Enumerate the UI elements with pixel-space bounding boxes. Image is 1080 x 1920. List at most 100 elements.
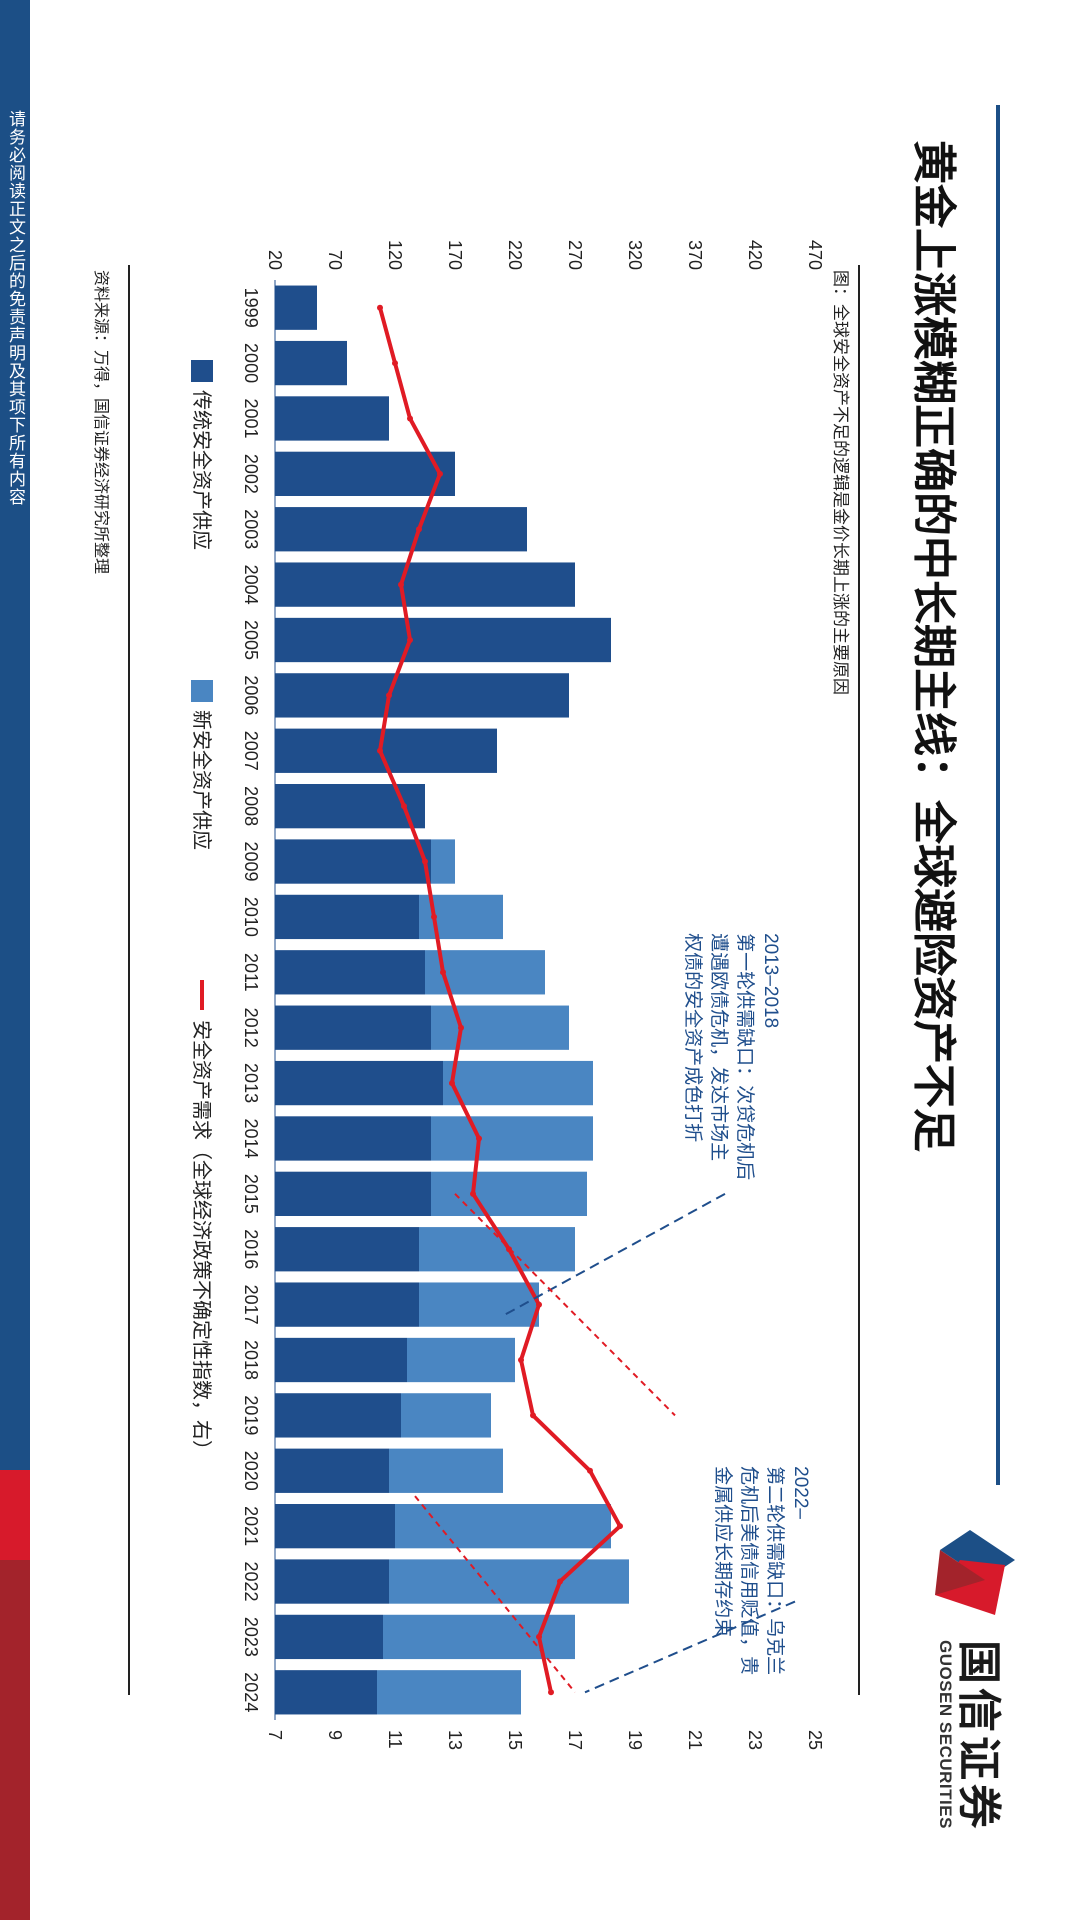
right-axis-tick-label: 13: [445, 1730, 465, 1750]
right-axis-tick-label: 11: [385, 1730, 405, 1749]
company-logo: 国信证券 GUOSEN SECURITIES: [905, 1520, 1025, 1880]
bar-traditional-supply: [275, 562, 575, 607]
demand-point: [407, 415, 413, 422]
bar-traditional-supply: [275, 1060, 443, 1106]
demand-point: [398, 581, 404, 588]
left-axis-tick-label: 420: [745, 240, 765, 270]
bar-new-supply: [419, 894, 503, 940]
x-axis-tick-label: 2007: [241, 731, 261, 771]
demand-point: [392, 360, 398, 367]
demand-point: [458, 1024, 464, 1031]
annotation-1-arrow: [504, 1192, 726, 1316]
x-axis-tick-label: 2019: [241, 1395, 261, 1435]
bar-new-supply: [419, 1282, 539, 1327]
demand-point: [386, 692, 392, 699]
bar-new-supply: [425, 950, 545, 995]
annotation-2-text: 危机后美债信用贬值，贵: [738, 1466, 760, 1675]
right-axis-tick-label: 9: [325, 1730, 345, 1740]
legend-swatch-traditional: [191, 360, 213, 382]
demand-point: [440, 969, 446, 976]
annotation-2-period: 2022–: [790, 1466, 811, 1519]
demand-point: [407, 637, 413, 643]
bar-new-supply: [389, 1448, 503, 1493]
bar-traditional-supply: [275, 1337, 407, 1383]
left-axis-tick-label: 20: [265, 250, 285, 270]
demand-point: [401, 803, 407, 810]
demand-point: [377, 304, 383, 311]
bar-traditional-supply: [275, 340, 347, 386]
x-axis-tick-label: 2009: [241, 842, 261, 882]
bar-traditional-supply: [275, 784, 425, 829]
bar-new-supply: [431, 1116, 593, 1161]
annotation-1-period: 2013–2018: [760, 933, 781, 1028]
bar-new-supply: [389, 1559, 629, 1604]
x-axis-tick-label: 2014: [241, 1118, 261, 1158]
annotation-1-text: 第一轮供需缺口：次贷危机后: [734, 933, 756, 1180]
disclaimer-text: 请务必阅读正文之后的免责声明及其项下所有内容: [6, 110, 25, 506]
demand-point: [377, 747, 383, 754]
annotation-2-arrow: [584, 1600, 796, 1694]
bar-traditional-supply: [275, 1670, 377, 1715]
left-axis-tick-label: 320: [625, 240, 645, 270]
right-axis-tick-label: 21: [685, 1730, 705, 1750]
demand-point: [548, 1689, 554, 1696]
legend-swatch-new: [191, 680, 213, 702]
bar-new-supply: [395, 1504, 611, 1549]
x-axis-tick-label: 2000: [241, 343, 261, 383]
bar-new-supply: [431, 839, 455, 884]
x-axis-tick-label: 2024: [241, 1672, 261, 1712]
bar-new-supply: [401, 1393, 491, 1438]
bar-new-supply: [419, 1227, 575, 1272]
bar-traditional-supply: [275, 673, 569, 718]
left-axis-tick-label: 70: [325, 250, 345, 270]
legend-label-new: 新安全资产供应: [190, 710, 213, 850]
left-axis-tick-label: 170: [445, 240, 465, 270]
demand-point: [518, 1357, 524, 1363]
x-axis-tick-label: 2015: [241, 1174, 261, 1214]
left-axis-tick-label: 470: [805, 240, 825, 270]
demand-point: [536, 1301, 542, 1308]
bar-traditional-supply: [275, 1559, 389, 1604]
x-axis-tick-label: 2011: [241, 953, 261, 992]
x-axis-tick-label: 2020: [241, 1451, 261, 1491]
x-axis-tick-label: 2021: [241, 1506, 261, 1546]
bar-traditional-supply: [275, 1116, 431, 1161]
legend-label-traditional: 传统安全资产供应: [190, 390, 213, 550]
x-axis-tick-label: 2002: [241, 454, 261, 494]
demand-point: [557, 1578, 563, 1585]
bar-traditional-supply: [275, 1282, 419, 1327]
x-axis-tick-label: 2010: [241, 897, 261, 937]
demand-line: [378, 307, 622, 1693]
band-accent-red: [0, 1470, 30, 1560]
left-axis-tick-label: 370: [685, 240, 705, 270]
bar-traditional-supply: [275, 1227, 419, 1272]
bar-traditional-supply: [275, 1504, 395, 1549]
right-axis-tick-label: 23: [745, 1730, 765, 1750]
logo-name: 国信证券: [954, 1640, 1003, 1832]
x-axis-tick-label: 2008: [241, 786, 261, 826]
left-side-band: 请务必阅读正文之后的免责声明及其项下所有内容: [0, 0, 30, 1920]
bar-traditional-supply: [275, 396, 389, 441]
demand-point: [587, 1467, 593, 1474]
band-accent-darkred: [0, 1560, 30, 1920]
left-axis-tick-label: 120: [385, 240, 405, 270]
annotation-1-red-arrow: [454, 1193, 676, 1417]
right-axis-tick-label: 17: [565, 1730, 585, 1750]
x-axis-tick-label: 2017: [241, 1285, 261, 1325]
x-axis-tick-label: 1999: [241, 288, 261, 328]
annotation-1-text: 遭遇欧债危机，发达市场主: [708, 933, 730, 1161]
safe-asset-chart: 20 70 120 170 220 270 320 370 420 470 7 9 11 13 15 17 19…: [190, 240, 825, 1750]
source-note: 资料来源：万得，国信证券经济研究所整理: [92, 270, 109, 575]
x-axis-tick-label: 2016: [241, 1229, 261, 1269]
demand-point: [617, 1523, 623, 1530]
bar-new-supply: [377, 1670, 521, 1715]
title-divider: [996, 105, 1000, 1485]
bar-traditional-supply: [275, 507, 527, 552]
bar-traditional-supply: [275, 451, 455, 496]
demand-point: [470, 1190, 476, 1197]
logo-subtitle: GUOSEN SECURITIES: [936, 1640, 955, 1829]
bar-new-supply: [407, 1337, 515, 1383]
x-axis-tick-label: 2022: [241, 1562, 261, 1602]
bar-new-supply: [443, 1060, 593, 1106]
